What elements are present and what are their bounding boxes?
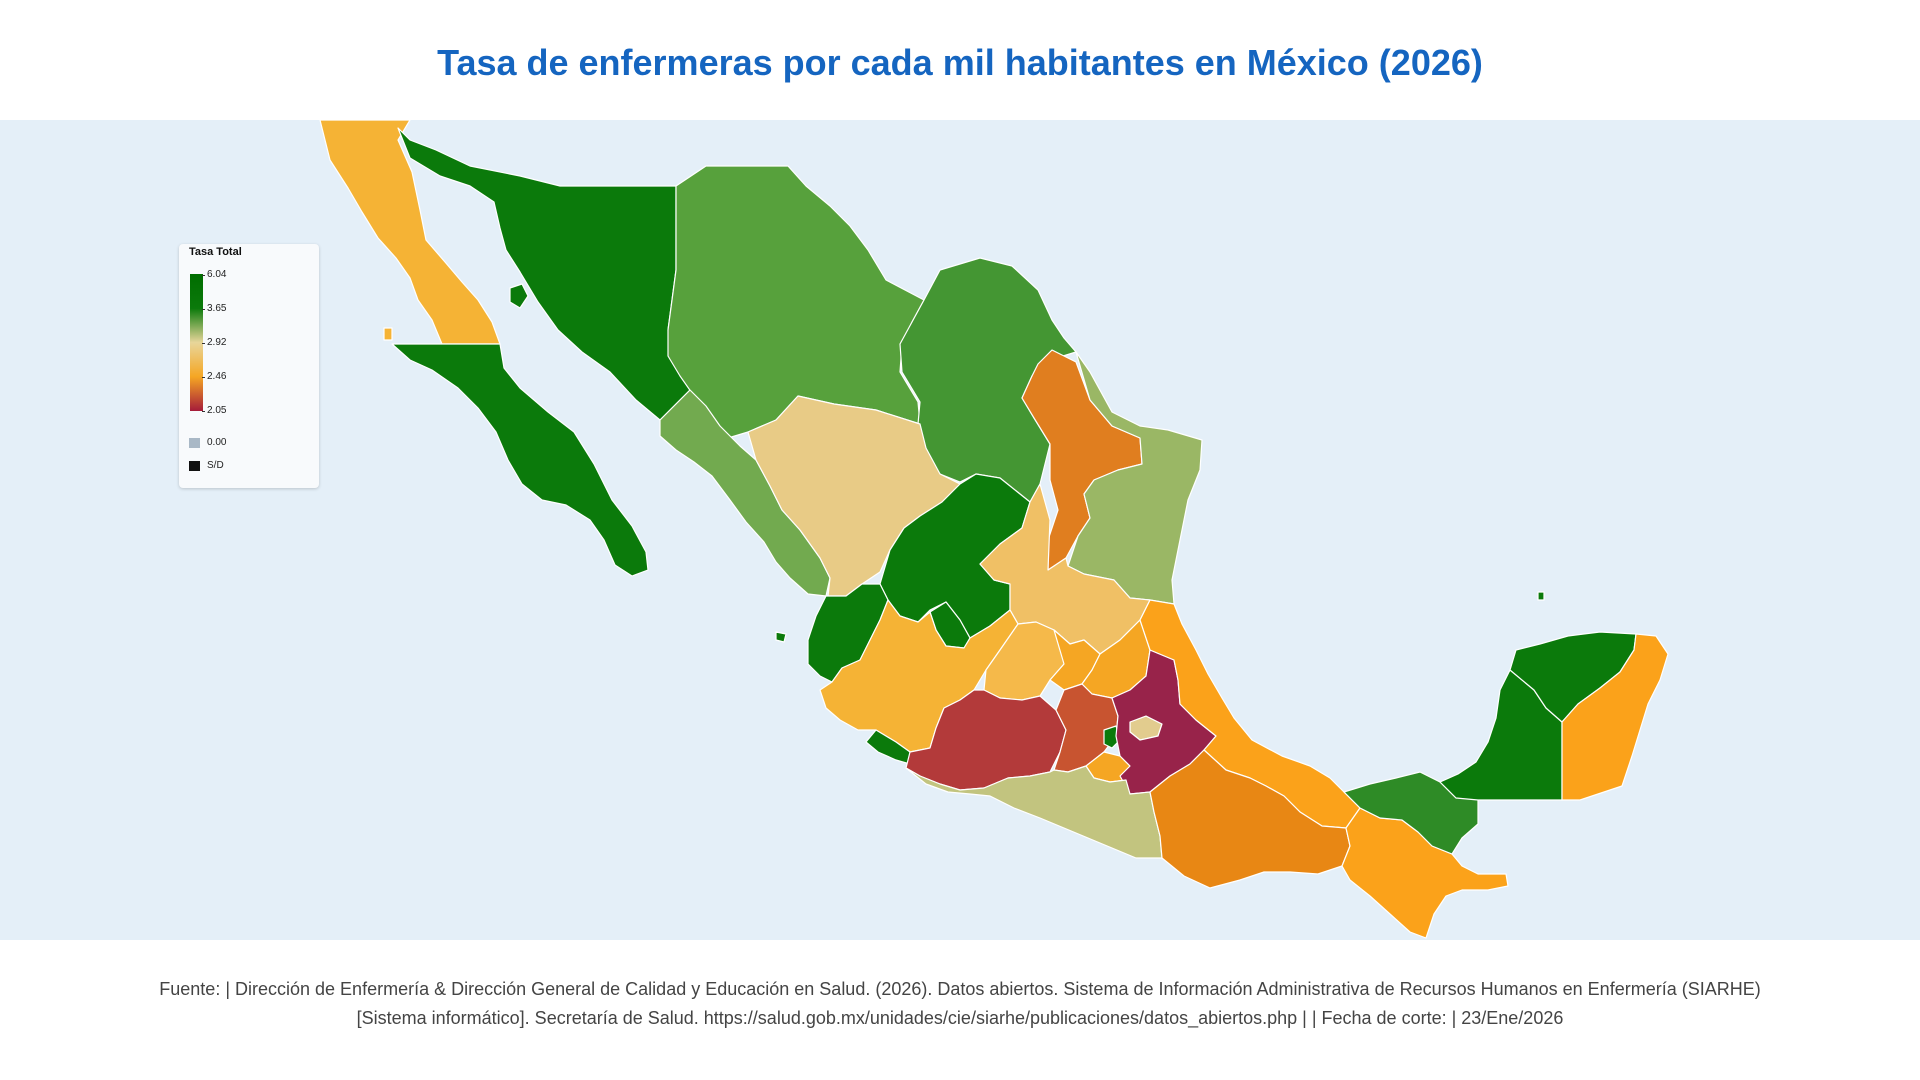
title-bar: Tasa de enfermeras por cada mil habitant… bbox=[0, 0, 1920, 120]
state-sonora[interactable]: Sonora bbox=[397, 127, 693, 421]
map-title: Tasa de enfermeras por cada mil habitant… bbox=[437, 42, 1483, 83]
legend-zero-item: 0.00 bbox=[189, 437, 226, 448]
source-footer: Fuente: | Dirección de Enfermería & Dire… bbox=[0, 975, 1920, 1033]
legend-tick: 2.46 bbox=[201, 372, 226, 382]
legend-nodata-label: S/D bbox=[207, 460, 224, 471]
state-chihuahua[interactable]: Chihuahua bbox=[667, 165, 925, 439]
legend-color-scale bbox=[190, 274, 203, 411]
legend-tick: 6.04 bbox=[201, 270, 226, 280]
map-legend: Tasa Total 6.04 3.65 2.92 2.46 2.05 0.00… bbox=[179, 244, 319, 488]
legend-title: Tasa Total bbox=[189, 246, 242, 258]
footer-line-2: [Sistema informático]. Secretaría de Sal… bbox=[356, 1008, 1564, 1028]
map-area[interactable]: Baja California Baja California Sur Sono… bbox=[0, 120, 1920, 940]
legend-nodata-item: S/D bbox=[189, 460, 224, 471]
state-quintana-roo[interactable]: Quintana Roo bbox=[1561, 633, 1669, 801]
state-tabasco[interactable]: Tabasco bbox=[1343, 771, 1479, 855]
mexico-map[interactable]: Baja California Baja California Sur Sono… bbox=[0, 120, 1920, 940]
island-tiburon[interactable]: Sonora bbox=[509, 283, 529, 309]
island-marias[interactable]: Nayarit bbox=[775, 631, 787, 643]
legend-tick: 3.65 bbox=[201, 304, 226, 314]
island-cozumel[interactable]: Yucatán bbox=[1537, 591, 1545, 601]
island-baja[interactable]: Baja California bbox=[383, 327, 393, 341]
state-coahuila[interactable]: Coahuila bbox=[899, 257, 1077, 503]
state-colima[interactable]: Colima bbox=[865, 729, 911, 765]
state-guerrero[interactable]: Guerrero bbox=[905, 765, 1163, 859]
state-baja-california-sur[interactable]: Baja California Sur bbox=[391, 343, 649, 577]
footer-line-1: Fuente: | Dirección de Enfermería & Dire… bbox=[159, 979, 1761, 999]
legend-zero-swatch bbox=[189, 437, 200, 448]
legend-zero-label: 0.00 bbox=[207, 437, 227, 448]
legend-nodata-swatch bbox=[189, 460, 200, 471]
legend-tick: 2.92 bbox=[201, 338, 226, 348]
legend-tick: 2.05 bbox=[201, 406, 226, 416]
